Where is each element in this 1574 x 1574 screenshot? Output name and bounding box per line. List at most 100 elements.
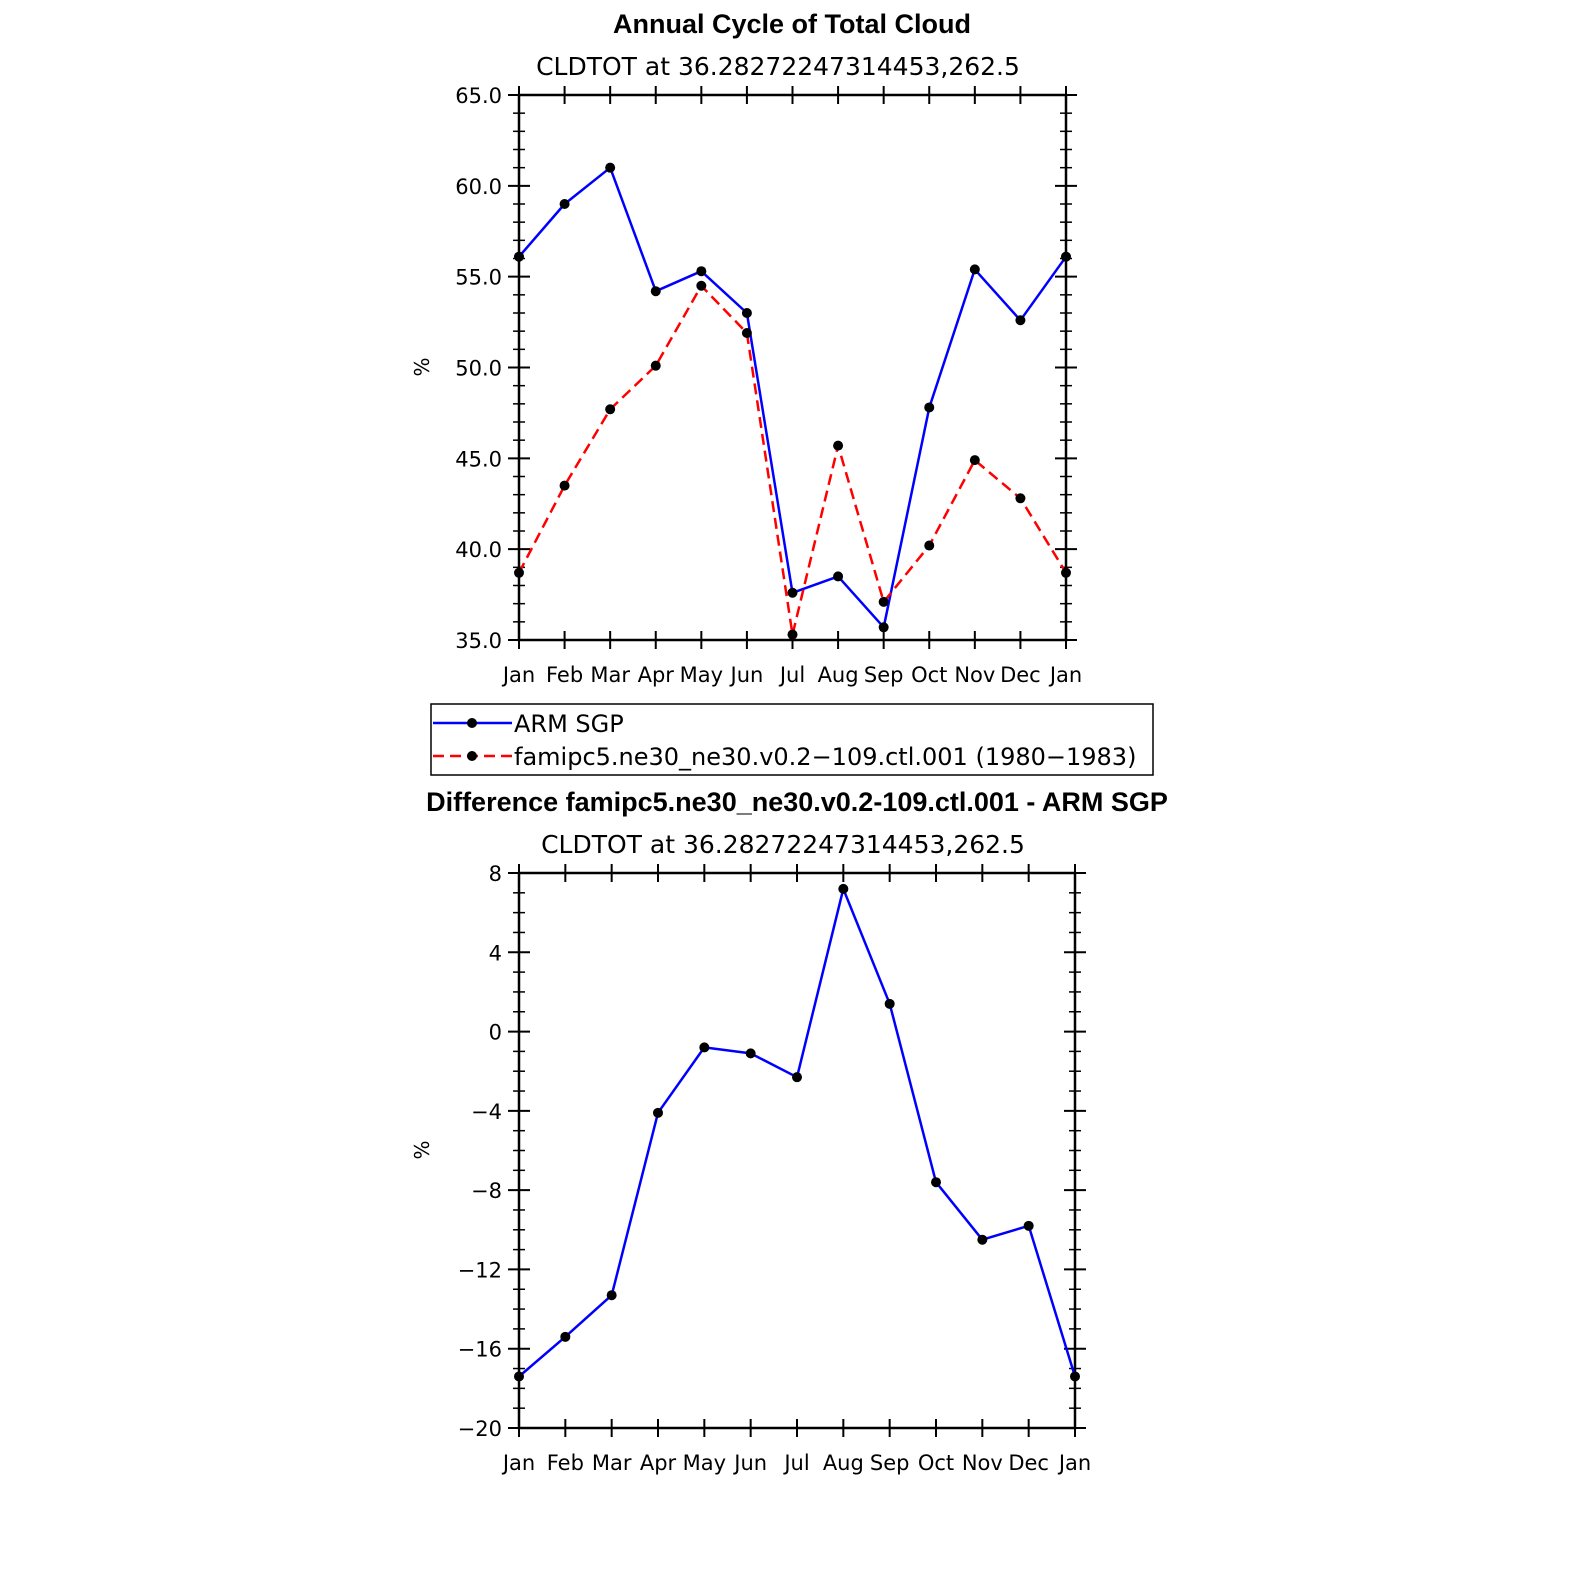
bottom-series-0-point [653, 1107, 663, 1118]
top-x-tick-label: Nov [954, 663, 995, 687]
top-x-tick-label: Feb [546, 663, 583, 687]
bottom-series-0-point [931, 1177, 941, 1188]
bottom-y-tick-label: −20 [458, 1417, 502, 1441]
legend-marker-arm-sgp [467, 718, 477, 728]
bottom-chart-ylabel: % [410, 1140, 434, 1159]
top-series-0-point [605, 162, 616, 173]
bottom-series-0-point [1023, 1220, 1034, 1231]
bottom-x-tick-label: May [683, 1451, 726, 1475]
top-series-0-point [787, 587, 798, 598]
top-x-tick-label: Mar [590, 663, 630, 687]
top-x-tick-label: Sep [864, 663, 904, 687]
bottom-y-tick-label: 8 [489, 862, 502, 886]
bottom-y-tick-label: −12 [458, 1258, 502, 1282]
bottom-x-tick-label: Jun [732, 1451, 767, 1475]
bottom-x-tick-label: Nov [962, 1451, 1003, 1475]
bottom-y-tick-label: 0 [489, 1021, 502, 1045]
legend-box [430, 703, 1154, 776]
top-series-0-point [1015, 315, 1026, 326]
top-series-1-point [741, 327, 752, 338]
top-chart-subtitle: CLDTOT at 36.28272247314453,262.5 [536, 52, 1020, 81]
top-series-1-point [833, 440, 844, 451]
top-series-1-point [696, 280, 707, 291]
top-chart-ylabel: % [410, 357, 434, 376]
legend-marker-model [467, 751, 477, 761]
top-y-tick-label: 55.0 [455, 266, 502, 290]
top-x-tick-label: Jan [1048, 663, 1082, 687]
top-x-tick-label: May [680, 663, 723, 687]
top-chart-title: Annual Cycle of Total Cloud [613, 9, 971, 39]
top-y-tick-label: 50.0 [455, 357, 502, 381]
bottom-series-0-point [792, 1072, 802, 1083]
top-chart-plot: Jan Feb Mar Apr May Jun Jul Aug Sep Oct Nov Dec Jan 3… [455, 84, 1082, 687]
top-series-0-point [741, 308, 752, 318]
top-series-1-point [924, 540, 935, 551]
top-y-tick-label: 60.0 [455, 175, 502, 199]
top-series-0-point [559, 199, 570, 209]
top-series-1-point [650, 360, 661, 371]
bottom-series-0-point [838, 883, 849, 894]
legend-label-model: famipc5.ne30_ne30.v0.2−109.ctl.001 (1980… [514, 743, 1136, 771]
bottom-y-tick-label: −8 [471, 1179, 502, 1203]
top-series-0-point [1061, 251, 1071, 262]
top-y-tick-label: 40.0 [455, 538, 502, 562]
top-series-1-point [969, 455, 980, 466]
top-series-line-1 [517, 284, 1068, 636]
top-series-line-0 [518, 166, 1068, 629]
bottom-x-tick-label: Oct [918, 1451, 954, 1475]
top-x-tick-label: Apr [638, 663, 675, 687]
top-x-tick-label: Jan [501, 663, 535, 687]
top-series-1-point [1061, 567, 1071, 578]
top-y-tick-label: 35.0 [455, 629, 502, 653]
bottom-series-0-point [977, 1234, 988, 1245]
legend: ARM SGP famipc5.ne30_ne30.v0.2−109.ctl.0… [430, 703, 1154, 776]
bottom-x-tick-label: Feb [547, 1451, 584, 1475]
top-series-1-point [605, 404, 616, 415]
bottom-series-0-point [1070, 1371, 1080, 1382]
top-series-0-point [650, 286, 661, 297]
top-series-0-point [514, 251, 524, 262]
top-series-0-point [969, 264, 980, 275]
bottom-series-0-point [884, 998, 895, 1009]
bottom-x-tick-label: Jan [1057, 1451, 1091, 1475]
bottom-x-tick-label: Sep [870, 1451, 910, 1475]
bottom-x-tick-label: Dec [1008, 1451, 1049, 1475]
bottom-series-0-point [560, 1331, 571, 1342]
bottom-x-tick-label: Mar [592, 1451, 632, 1475]
top-series-0-point [924, 402, 935, 413]
top-series-1-point [559, 480, 570, 491]
bottom-x-tick-label: Jan [501, 1451, 535, 1475]
bottom-x-tick-label: Jul [782, 1451, 809, 1475]
top-x-tick-label: Aug [818, 663, 859, 687]
top-y-tick-label: 65.0 [455, 84, 502, 108]
top-series-1-point [514, 567, 524, 578]
bottom-series-0-point [606, 1290, 617, 1301]
legend-label-arm-sgp: ARM SGP [514, 710, 624, 738]
bottom-y-tick-label: 4 [489, 941, 502, 965]
bottom-chart-plot: Jan Feb Mar Apr May Jun Jul Aug Sep Oct Nov Dec Jan −… [458, 862, 1092, 1475]
bottom-chart-title: Difference famipc5.ne30_ne30.v0.2-109.ct… [426, 787, 1168, 817]
bottom-series-0-point [745, 1048, 756, 1059]
top-y-tick-label: 45.0 [455, 447, 502, 471]
bottom-x-tick-label: Apr [640, 1451, 677, 1475]
bottom-y-tick-label: −4 [471, 1100, 502, 1124]
top-series-1-point [787, 629, 798, 640]
bottom-series-0-point [514, 1371, 524, 1382]
bottom-plot-frame [517, 871, 1077, 1430]
top-series-0-point [878, 622, 889, 633]
bottom-x-tick-label: Aug [823, 1451, 864, 1475]
top-x-tick-label: Dec [1000, 663, 1041, 687]
top-x-tick-label: Jul [778, 663, 805, 687]
bottom-series-line-0 [518, 887, 1077, 1378]
top-series-0-point [833, 571, 844, 582]
bottom-y-tick-label: −16 [458, 1338, 502, 1362]
top-x-tick-label: Jun [729, 663, 764, 687]
top-series-1-point [878, 596, 889, 607]
bottom-series-0-point [699, 1042, 710, 1053]
top-series-0-point [696, 266, 707, 277]
bottom-chart-subtitle: CLDTOT at 36.28272247314453,262.5 [541, 830, 1025, 859]
top-series-1-point [1015, 493, 1026, 504]
top-plot-frame [517, 93, 1068, 642]
top-x-tick-label: Oct [911, 663, 947, 687]
